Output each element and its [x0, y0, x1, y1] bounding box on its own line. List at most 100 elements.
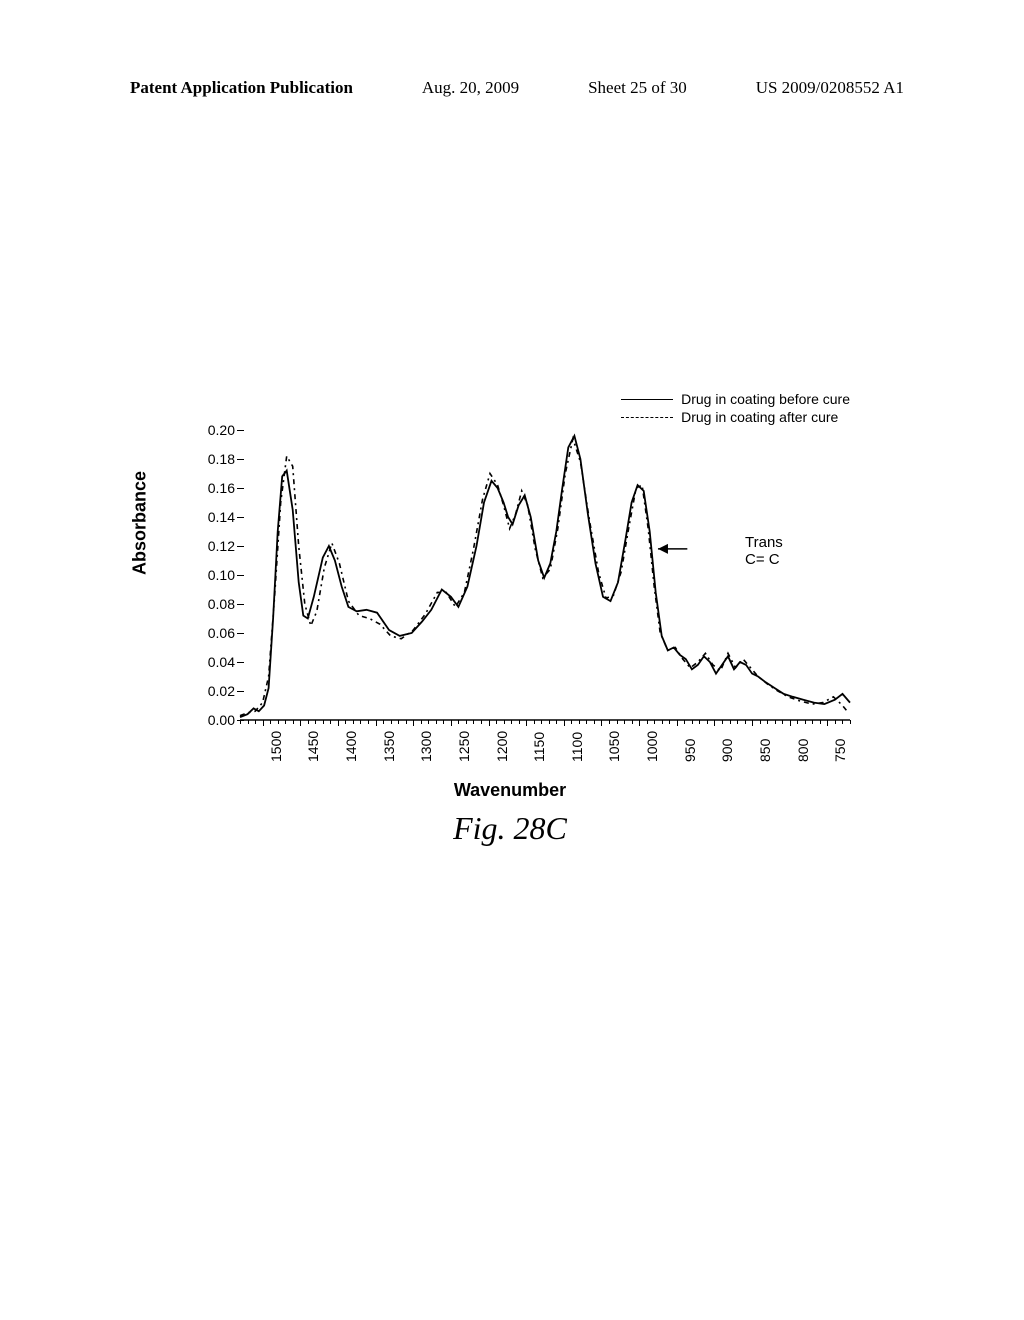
chart-annotation: Trans C= C: [745, 535, 783, 568]
x-minor-tick: [609, 720, 610, 724]
x-tick-mark: [263, 720, 264, 726]
y-axis-ticks: 0.000.020.040.060.080.100.120.140.160.18…: [185, 430, 235, 720]
x-minor-tick: [511, 720, 512, 724]
x-tick-label: 900: [719, 739, 735, 762]
legend-swatch-dashed: [621, 410, 673, 424]
x-tick-mark: [601, 720, 602, 726]
x-minor-tick: [571, 720, 572, 724]
x-tick-mark: [451, 720, 452, 726]
publication-label: Patent Application Publication: [130, 78, 353, 98]
x-minor-tick: [586, 720, 587, 724]
x-tick-mark: [300, 720, 301, 726]
x-minor-tick: [842, 720, 843, 724]
x-minor-tick: [745, 720, 746, 724]
x-tick-mark: [489, 720, 490, 726]
x-tick-label: 950: [682, 739, 698, 762]
x-minor-tick: [624, 720, 625, 724]
x-tick-mark: [714, 720, 715, 726]
x-minor-tick: [662, 720, 663, 724]
x-minor-tick: [699, 720, 700, 724]
x-minor-tick: [579, 720, 580, 724]
x-minor-tick: [406, 720, 407, 724]
y-axis-label: Absorbance: [130, 471, 151, 575]
y-tick-label: 0.18: [185, 451, 235, 467]
x-tick-label: 1150: [531, 732, 547, 762]
annotation-arrow: [658, 544, 687, 554]
chart-svg: [240, 430, 850, 720]
x-tick-label: 1350: [381, 731, 397, 762]
publication-number: US 2009/0208552 A1: [756, 78, 904, 98]
x-minor-tick: [835, 720, 836, 724]
x-minor-tick: [255, 720, 256, 724]
x-minor-tick: [760, 720, 761, 724]
x-tick-label: 1400: [343, 731, 359, 762]
figure-caption: Fig. 28C: [130, 810, 890, 847]
x-tick-mark: [413, 720, 414, 726]
x-minor-tick: [466, 720, 467, 724]
y-tick-label: 0.00: [185, 712, 235, 728]
chart-legend: Drug in coating before cure Drug in coat…: [621, 390, 850, 426]
x-minor-tick: [308, 720, 309, 724]
x-minor-tick: [737, 720, 738, 724]
x-tick-label: 1450: [305, 731, 321, 762]
x-minor-tick: [293, 720, 294, 724]
x-tick-mark: [338, 720, 339, 726]
x-tick-label: 1500: [268, 731, 284, 762]
y-tick-label: 0.10: [185, 567, 235, 583]
x-tick-mark: [790, 720, 791, 726]
legend-item: Drug in coating before cure: [621, 390, 850, 408]
x-tick-mark: [677, 720, 678, 726]
sheet-number: Sheet 25 of 30: [588, 78, 687, 98]
x-minor-tick: [345, 720, 346, 724]
y-tick-label: 0.16: [185, 480, 235, 496]
x-tick-label: 1200: [494, 731, 510, 762]
x-minor-tick: [383, 720, 384, 724]
annotation-line2: C= C: [745, 552, 783, 569]
x-tick-mark: [376, 720, 377, 726]
plot-area: [240, 430, 850, 720]
x-minor-tick: [617, 720, 618, 724]
x-minor-tick: [632, 720, 633, 724]
x-minor-tick: [797, 720, 798, 724]
x-axis-label: Wavenumber: [130, 780, 890, 801]
y-tick-label: 0.04: [185, 654, 235, 670]
x-minor-tick: [594, 720, 595, 724]
legend-swatch-solid: [621, 392, 673, 406]
x-minor-tick: [692, 720, 693, 724]
x-minor-tick: [549, 720, 550, 724]
x-minor-tick: [330, 720, 331, 724]
x-minor-tick: [368, 720, 369, 724]
y-tick-label: 0.14: [185, 509, 235, 525]
x-tick-mark: [639, 720, 640, 726]
x-minor-tick: [519, 720, 520, 724]
spectral-chart: Drug in coating before cure Drug in coat…: [130, 420, 890, 840]
x-minor-tick: [850, 720, 851, 724]
x-minor-tick: [496, 720, 497, 724]
x-minor-tick: [481, 720, 482, 724]
x-minor-tick: [541, 720, 542, 724]
x-minor-tick: [428, 720, 429, 724]
x-minor-tick: [820, 720, 821, 724]
y-tick-label: 0.08: [185, 596, 235, 612]
x-minor-tick: [654, 720, 655, 724]
x-minor-tick: [353, 720, 354, 724]
x-minor-tick: [805, 720, 806, 724]
series-before_cure: [240, 436, 850, 717]
x-tick-label: 800: [795, 739, 811, 762]
annotation-line1: Trans: [745, 535, 783, 552]
x-minor-tick: [323, 720, 324, 724]
y-tick-label: 0.12: [185, 538, 235, 554]
x-minor-tick: [443, 720, 444, 724]
x-tick-label: 1100: [569, 732, 585, 762]
x-minor-tick: [421, 720, 422, 724]
x-minor-tick: [647, 720, 648, 724]
x-minor-tick: [556, 720, 557, 724]
x-minor-tick: [782, 720, 783, 724]
x-minor-tick: [534, 720, 535, 724]
x-minor-tick: [391, 720, 392, 724]
x-minor-tick: [315, 720, 316, 724]
legend-item: Drug in coating after cure: [621, 408, 850, 426]
x-axis-ticks: 1500145014001350130012501200115011001050…: [240, 720, 850, 780]
x-minor-tick: [767, 720, 768, 724]
x-minor-tick: [285, 720, 286, 724]
